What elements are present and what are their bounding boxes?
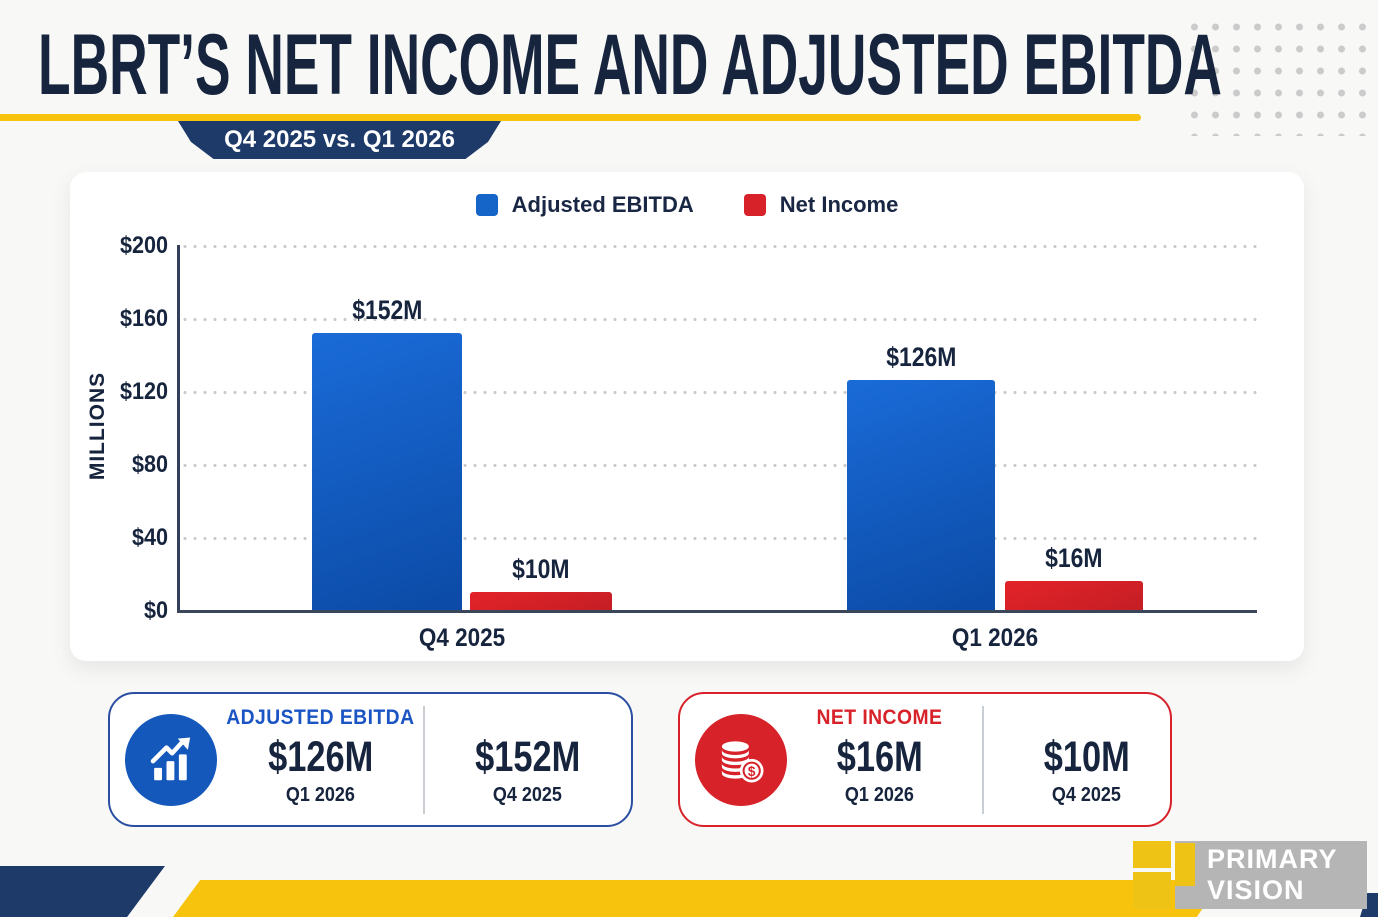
x-category-label-q4-2025: Q4 2025: [418, 624, 506, 652]
card-title: ADJUSTED EBITDA: [226, 705, 415, 729]
x-category-label-q1-2026: Q1 2026: [951, 624, 1039, 652]
card-period: Q4 2025: [492, 783, 563, 806]
bar-value-label: $16M: [1045, 543, 1103, 573]
title-underline-rule: [0, 114, 1141, 121]
gridline: [180, 464, 1257, 467]
primary-vision-logo: PRIMARY VISION: [1133, 841, 1367, 909]
legend-swatch-red: [743, 194, 766, 216]
bar-net-income-q1-2026: [1005, 581, 1143, 610]
logo-text-line1: PRIMARY: [1207, 844, 1338, 874]
card-value: $126M: [267, 732, 374, 781]
card-content: ADJUSTED EBITDA $126M Q1 2026 $152M Q4 2…: [217, 705, 631, 814]
logo-yellow-square-bottom: [1133, 872, 1171, 909]
card-period: Q1 2026: [285, 783, 356, 806]
logo-text-line2: VISION: [1207, 875, 1305, 905]
card-content: NET INCOME $16M Q1 2026 $10M Q4 2025: [787, 705, 1179, 814]
page-title: LBRT’S NET INCOME AND ADJUSTED EBITDA: [38, 17, 1222, 113]
y-tick-label: $0: [143, 597, 168, 624]
y-tick-label: $40: [131, 524, 168, 551]
bar-group-q1-netincome: $16M: [1005, 543, 1143, 610]
logo-yellow-bar: [1175, 843, 1195, 886]
svg-text:$: $: [748, 763, 756, 778]
chart-card: [70, 172, 1304, 661]
dot-pattern-decoration: [1180, 12, 1378, 136]
coins-dollar-icon: $: [695, 713, 787, 806]
card-title: NET INCOME: [816, 705, 943, 729]
logo-gray-box: PRIMARY VISION: [1175, 841, 1367, 909]
card-divider: [423, 705, 425, 814]
bar-adjusted-ebitda-q1-2026: [847, 380, 995, 610]
bar-group-q4-netincome: $10M: [470, 554, 612, 610]
bar-value-label: $126M: [885, 342, 957, 372]
gridline: [180, 537, 1257, 540]
gridline: [180, 318, 1257, 321]
plot-area: $152M $10M $126M $16M: [178, 246, 1257, 611]
logo-yellow-square-top: [1133, 841, 1171, 868]
bar-value-label: $10M: [512, 554, 570, 584]
y-tick-label: $80: [131, 451, 168, 478]
bar-adjusted-ebitda-q4-2025: [312, 333, 462, 610]
legend-label: Net Income: [779, 192, 899, 217]
y-axis-line: [177, 245, 180, 613]
card-period: Q1 2026: [844, 783, 915, 806]
bar-group-q4-ebitda: $152M: [312, 295, 462, 610]
x-axis-line: [177, 610, 1257, 613]
period-badge: Q4 2025 vs. Q1 2026: [178, 121, 501, 159]
card-entry: NET INCOME $16M Q1 2026: [787, 706, 972, 814]
gridline: [180, 245, 1257, 248]
summary-card-net-income: $ NET INCOME $16M Q1 2026 $10M Q4 2025: [678, 692, 1172, 827]
y-tick-label: $160: [119, 305, 168, 332]
bar-value-label: $152M: [351, 295, 423, 325]
y-axis-title: MILLIONS: [86, 371, 109, 481]
card-value: $10M: [1043, 732, 1130, 781]
bar-chart-trend-icon: [125, 713, 217, 806]
card-divider: [982, 705, 984, 814]
legend-label: Adjusted EBITDA: [511, 192, 694, 217]
card-period: Q4 2025: [1051, 783, 1122, 806]
chart-legend: Adjusted EBITDA Net Income: [70, 192, 1304, 218]
card-entry: $152M Q4 2025: [435, 706, 620, 814]
legend-swatch-blue: [475, 194, 498, 216]
summary-card-adjusted-ebitda: ADJUSTED EBITDA $126M Q1 2026 $152M Q4 2…: [108, 692, 633, 827]
legend-item-adjusted-ebitda: Adjusted EBITDA: [475, 192, 694, 218]
card-entry: ADJUSTED EBITDA $126M Q1 2026: [226, 705, 415, 814]
y-tick-label: $200: [119, 232, 168, 259]
bar-net-income-q4-2025: [470, 592, 612, 610]
y-tick-label: $120: [119, 378, 168, 405]
navy-ribbon-decoration: [0, 866, 165, 917]
yellow-ribbon-decoration: [173, 880, 1221, 917]
card-value: $152M: [474, 732, 581, 781]
legend-item-net-income: Net Income: [743, 192, 899, 218]
gridline: [180, 391, 1257, 394]
card-value: $16M: [836, 732, 923, 781]
bar-group-q1-ebitda: $126M: [847, 342, 995, 610]
card-entry: $10M Q4 2025: [994, 706, 1179, 814]
